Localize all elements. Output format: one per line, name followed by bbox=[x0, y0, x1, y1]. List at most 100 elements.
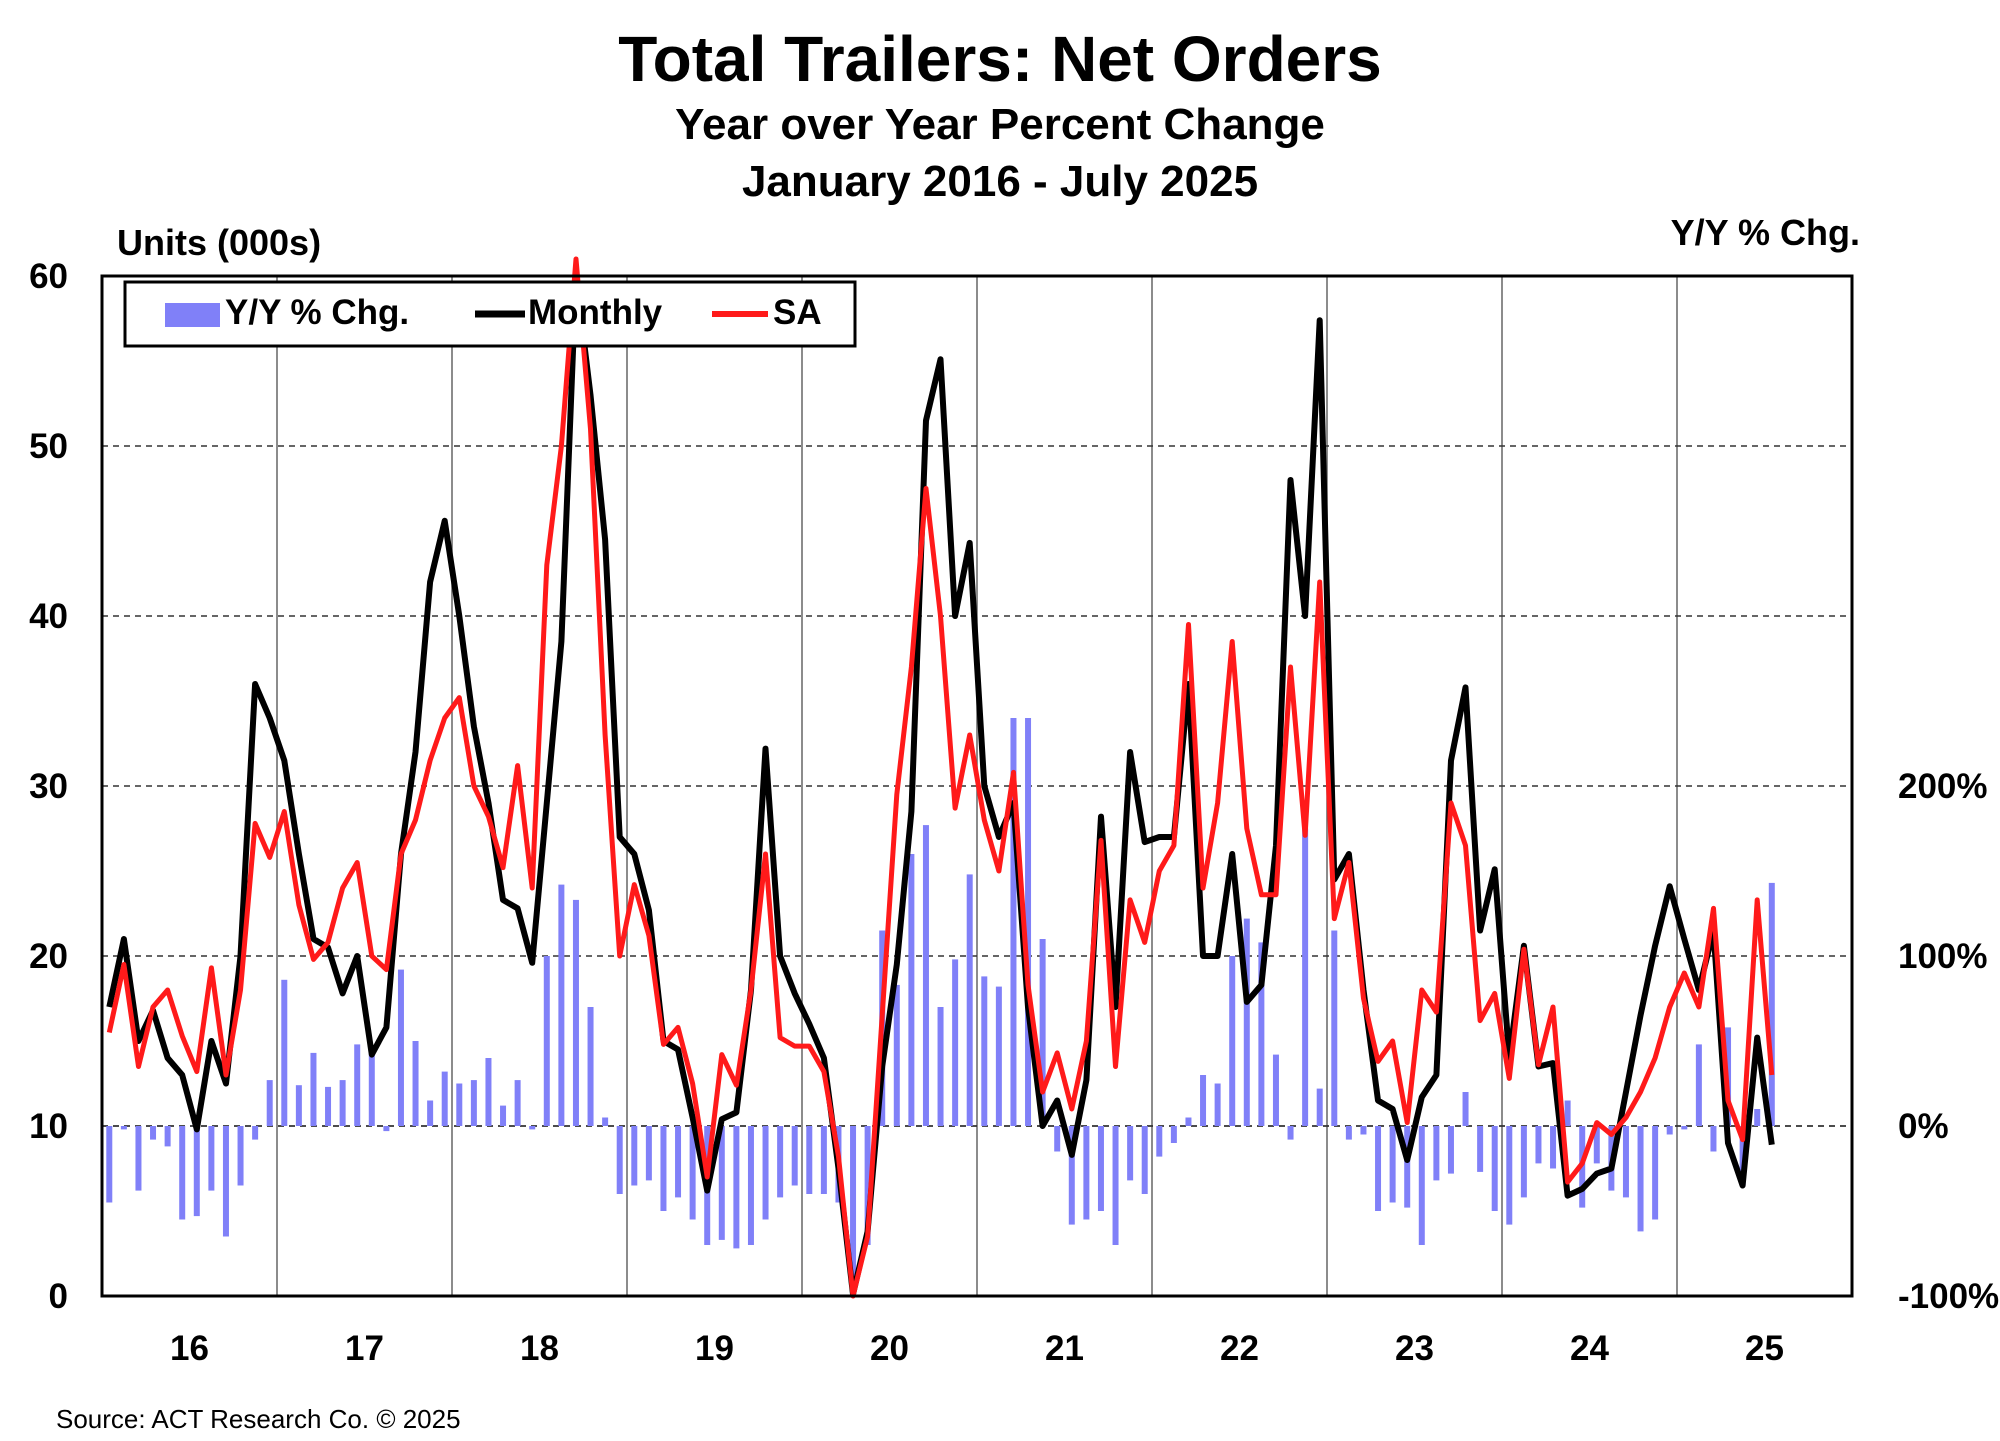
yoy-bar bbox=[1754, 1109, 1761, 1126]
yoy-bar bbox=[1156, 1126, 1163, 1157]
yoy-bar bbox=[1477, 1126, 1484, 1172]
yoy-bar bbox=[383, 1126, 390, 1132]
yoy-bar bbox=[806, 1126, 813, 1194]
yoy-bar bbox=[995, 986, 1002, 1126]
legend-bar-swatch bbox=[165, 303, 220, 327]
yoy-bar bbox=[1564, 1100, 1571, 1126]
yoy-bar bbox=[893, 984, 900, 1126]
yoy-bar bbox=[281, 979, 288, 1126]
yoy-bar bbox=[1550, 1126, 1557, 1169]
left-tick-label: 10 bbox=[29, 1107, 68, 1146]
yoy-bar bbox=[1768, 882, 1775, 1126]
yoy-bar bbox=[660, 1126, 667, 1211]
yoy-bar bbox=[222, 1126, 229, 1237]
yoy-bar bbox=[1622, 1126, 1629, 1198]
yoy-bar bbox=[514, 1080, 521, 1126]
yoy-bar bbox=[120, 1126, 127, 1130]
left-tick-label: 50 bbox=[29, 427, 68, 466]
left-tick-label: 40 bbox=[29, 597, 68, 636]
sa-line bbox=[106, 256, 1775, 1299]
right-tick-label: 0% bbox=[1898, 1107, 1949, 1146]
yoy-bar bbox=[529, 1126, 536, 1130]
axis-ticks: 60 50 40 30 20 10 0 200% 100% 0% -100% 16 17 18 19 20 21… bbox=[29, 257, 1999, 1368]
yoy-bar bbox=[427, 1100, 434, 1126]
yoy-bar bbox=[1652, 1126, 1659, 1220]
yoy-bar bbox=[208, 1126, 215, 1191]
yoy-bar bbox=[616, 1126, 623, 1194]
yoy-bar bbox=[1229, 956, 1236, 1126]
yoy-bar bbox=[1404, 1126, 1411, 1208]
left-tick-label: 0 bbox=[49, 1277, 68, 1316]
yoy-bar bbox=[864, 1126, 871, 1245]
yoy-bar bbox=[1433, 1126, 1440, 1181]
chart-subtitle: Year over Year Percent Change bbox=[675, 100, 1325, 149]
series-lines bbox=[106, 256, 1775, 1299]
yoy-bar bbox=[1331, 930, 1338, 1126]
right-tick-label: 200% bbox=[1898, 767, 1988, 806]
yoy-bar bbox=[1112, 1126, 1119, 1245]
yoy-bar bbox=[1506, 1126, 1513, 1225]
yoy-bar bbox=[1695, 1044, 1702, 1126]
yoy-bar bbox=[558, 884, 565, 1126]
yoy-bar bbox=[179, 1126, 186, 1220]
yoy-bar bbox=[1258, 942, 1265, 1126]
plot-frame bbox=[100, 274, 1854, 1298]
yoy-bar bbox=[1141, 1126, 1148, 1194]
x-tick-label: 16 bbox=[170, 1329, 209, 1368]
yoy-bar bbox=[1447, 1126, 1454, 1174]
yoy-bar bbox=[777, 1126, 784, 1198]
legend: Y/Y % Chg. Monthly SA bbox=[123, 280, 857, 348]
yoy-bar bbox=[266, 1080, 273, 1126]
yoy-bar bbox=[1535, 1126, 1542, 1164]
yoy-bar bbox=[456, 1083, 463, 1126]
yoy-bar bbox=[1345, 1126, 1352, 1140]
yoy-bar bbox=[1097, 1126, 1104, 1211]
yoy-bar bbox=[908, 854, 915, 1126]
x-tick-label: 18 bbox=[520, 1329, 559, 1368]
yoy-bar bbox=[543, 956, 550, 1126]
yoy-bar bbox=[339, 1080, 346, 1126]
yoy-bar bbox=[675, 1126, 682, 1198]
legend-sa-label: SA bbox=[773, 293, 822, 332]
yoy-bar bbox=[922, 825, 929, 1126]
yoy-bar bbox=[150, 1126, 157, 1140]
yoy-bar bbox=[1127, 1126, 1134, 1181]
yoy-bar bbox=[689, 1126, 696, 1220]
yoy-bar bbox=[602, 1117, 609, 1126]
yoy-bar bbox=[820, 1126, 827, 1194]
yoy-bar bbox=[193, 1126, 200, 1217]
left-axis-label: Units (000s) bbox=[117, 222, 322, 263]
yoy-bar bbox=[368, 1049, 375, 1126]
x-tick-label: 17 bbox=[345, 1329, 384, 1368]
right-axis-label: Y/Y % Chg. bbox=[1670, 212, 1860, 253]
yoy-bar bbox=[310, 1052, 317, 1126]
x-tick-label: 23 bbox=[1395, 1329, 1434, 1368]
yoy-bar bbox=[485, 1058, 492, 1126]
yoy-bar bbox=[1360, 1126, 1367, 1135]
yoy-bar bbox=[631, 1126, 638, 1186]
yoy-bar bbox=[325, 1086, 332, 1126]
yoy-bar bbox=[354, 1044, 361, 1126]
left-tick-label: 30 bbox=[29, 767, 68, 806]
left-tick-label: 60 bbox=[29, 257, 68, 296]
x-tick-label: 25 bbox=[1745, 1329, 1784, 1368]
x-tick-label: 20 bbox=[870, 1329, 909, 1368]
yoy-bar bbox=[1214, 1083, 1221, 1126]
yoy-bar bbox=[1462, 1092, 1469, 1126]
yoy-bar bbox=[106, 1126, 113, 1203]
yoy-bar bbox=[1068, 1126, 1075, 1225]
right-tick-label: 100% bbox=[1898, 937, 1988, 976]
yoy-bar bbox=[587, 1007, 594, 1126]
yoy-bar bbox=[1681, 1126, 1688, 1130]
yoy-bar bbox=[1710, 1126, 1717, 1152]
left-tick-label: 20 bbox=[29, 937, 68, 976]
chart-title: Total Trailers: Net Orders bbox=[618, 23, 1382, 95]
yoy-bar bbox=[1039, 939, 1046, 1126]
yoy-bar bbox=[645, 1126, 652, 1181]
yoy-bar bbox=[1316, 1088, 1323, 1126]
yoy-bar bbox=[966, 874, 973, 1126]
yoy-bar bbox=[981, 976, 988, 1126]
yoy-bar bbox=[733, 1126, 740, 1249]
yoy-bar bbox=[1302, 828, 1309, 1126]
